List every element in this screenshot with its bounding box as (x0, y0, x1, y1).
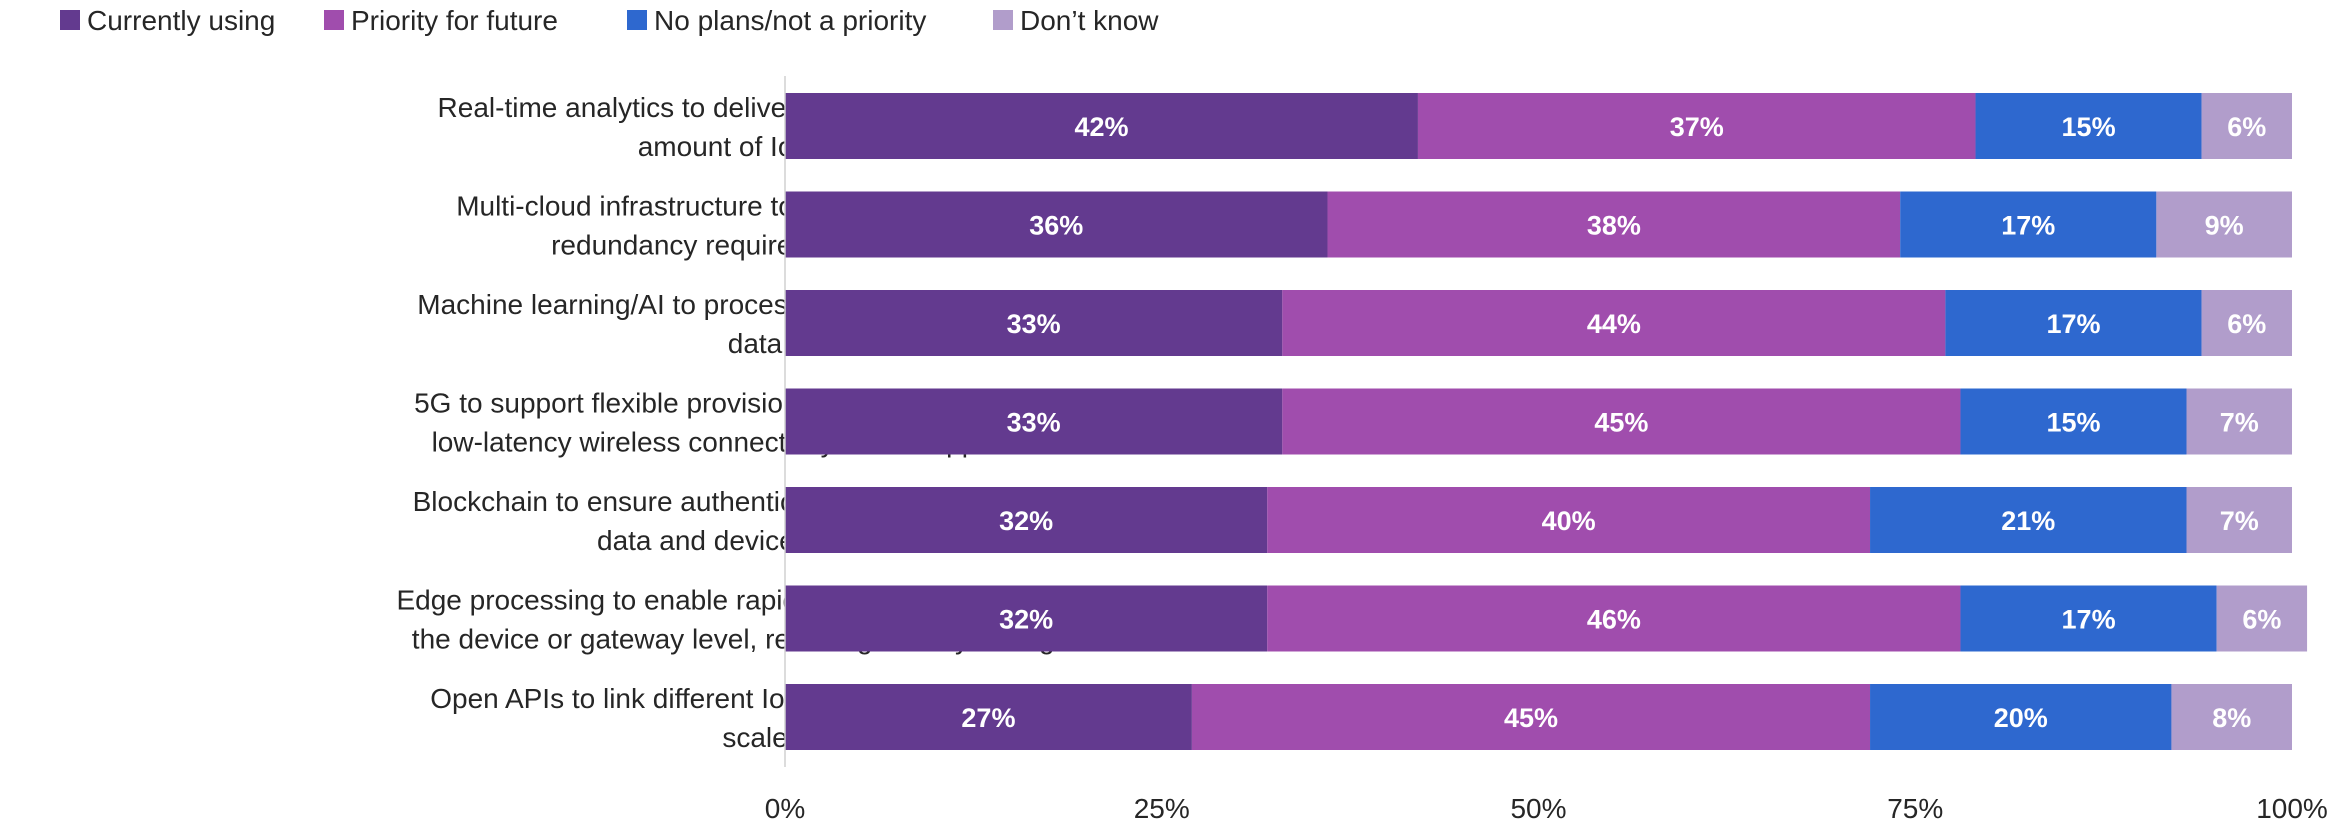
data-label: 6% (2242, 605, 2281, 635)
data-label: 27% (961, 703, 1015, 733)
category-label: data (728, 328, 783, 359)
data-label: 46% (1587, 605, 1641, 635)
bar-segment (1945, 290, 2202, 356)
data-label: 15% (2046, 408, 2100, 438)
legend-label: Currently using (87, 5, 275, 36)
data-label: 7% (2220, 506, 2259, 536)
data-label: 6% (2227, 112, 2266, 142)
data-label: 40% (1542, 506, 1596, 536)
bar-segment (1417, 93, 1976, 159)
data-label: 17% (2046, 309, 2100, 339)
data-label: 9% (2205, 211, 2244, 241)
data-label: 37% (1670, 112, 1724, 142)
bar-segment (1870, 487, 2187, 553)
bar-segment (2171, 684, 2292, 750)
x-tick-label: 75% (1887, 793, 1943, 820)
bar-segment (1282, 388, 1961, 455)
x-tick-label: 50% (1510, 793, 1566, 820)
data-label: 38% (1587, 211, 1641, 241)
bar-segment (1327, 191, 1901, 258)
legend-label: Don’t know (1020, 5, 1159, 36)
bar-segment (1960, 585, 2217, 652)
category-label: scale (722, 722, 787, 753)
bar-segment (1267, 585, 1961, 652)
bar-segment (1900, 191, 2157, 258)
bar-segment (1870, 684, 2172, 750)
bar-segment (785, 93, 1418, 159)
data-label: 17% (2062, 605, 2116, 635)
legend-swatch (60, 10, 80, 30)
data-label: 36% (1029, 211, 1083, 241)
bar-segment (785, 487, 1268, 553)
bar-segment (1267, 487, 1871, 553)
bar-segment (1975, 93, 2202, 159)
legend-swatch (993, 10, 1013, 30)
bar-segment (2186, 487, 2292, 553)
legend-swatch (324, 10, 344, 30)
bar-segment (1191, 684, 1871, 750)
legend-swatch (627, 10, 647, 30)
bar-segment (785, 290, 1283, 356)
bar-segment (2216, 585, 2308, 652)
bar-segment (785, 388, 1283, 455)
x-tick-label: 100% (2256, 793, 2328, 820)
data-label: 45% (1504, 703, 1558, 733)
bar-segment (2156, 191, 2292, 258)
data-label: 33% (1007, 408, 1061, 438)
data-label: 45% (1594, 408, 1648, 438)
data-label: 32% (999, 506, 1053, 536)
data-label: 21% (2001, 506, 2055, 536)
x-axis: 0% 25% 50% 75% 100% (765, 76, 2328, 820)
bar-segment (1282, 290, 1946, 356)
data-label: 44% (1587, 309, 1641, 339)
legend-label: No plans/not a priority (654, 5, 926, 36)
bar-segment (1960, 388, 2187, 455)
data-label: 8% (2212, 703, 2251, 733)
x-tick-label: 25% (1134, 793, 1190, 820)
data-label: 33% (1007, 309, 1061, 339)
data-label: 7% (2220, 408, 2259, 438)
bar-segment (785, 191, 1328, 258)
data-label: 20% (1994, 703, 2048, 733)
bar-segment (2201, 290, 2292, 356)
data-label: 6% (2227, 309, 2266, 339)
bars: 42% 37% 15% 6% 36% 38% 17% 9% 33% 44% 17% 6% 33% 45% 1… (785, 93, 2308, 750)
data-label: 17% (2001, 211, 2055, 241)
bar-segment (2201, 93, 2292, 159)
data-label: 42% (1074, 112, 1128, 142)
bar-segment (785, 684, 1192, 750)
legend-label: Priority for future (351, 5, 558, 36)
x-tick-label: 0% (765, 793, 805, 820)
bar-segment (2186, 388, 2292, 455)
data-label: 15% (2062, 112, 2116, 142)
legend: Currently using Priority for future No pla… (60, 5, 1159, 36)
bar-segment (785, 585, 1268, 652)
data-label: 32% (999, 605, 1053, 635)
